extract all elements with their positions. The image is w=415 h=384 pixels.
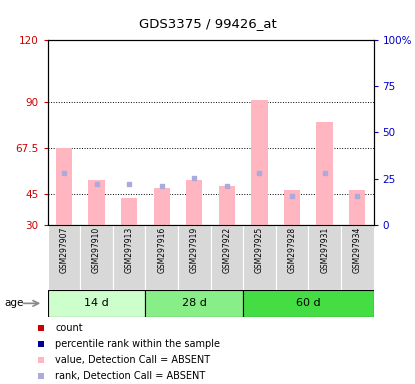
Bar xyxy=(146,290,243,317)
Bar xyxy=(317,122,333,225)
Bar xyxy=(81,225,113,290)
Bar xyxy=(308,225,341,290)
Bar xyxy=(349,190,365,225)
Bar xyxy=(251,100,268,225)
Bar xyxy=(243,225,276,290)
Text: GSM297913: GSM297913 xyxy=(124,227,134,273)
Bar xyxy=(186,180,203,225)
Bar xyxy=(243,290,374,317)
Text: percentile rank within the sample: percentile rank within the sample xyxy=(55,339,220,349)
Text: GSM297925: GSM297925 xyxy=(255,227,264,273)
Bar xyxy=(284,190,300,225)
Text: GSM297931: GSM297931 xyxy=(320,227,329,273)
Text: GDS3375 / 99426_at: GDS3375 / 99426_at xyxy=(139,17,276,30)
Bar xyxy=(211,225,243,290)
Text: GSM297916: GSM297916 xyxy=(157,227,166,273)
Bar xyxy=(219,186,235,225)
Bar xyxy=(56,148,72,225)
Text: value, Detection Call = ABSENT: value, Detection Call = ABSENT xyxy=(55,355,210,365)
Bar xyxy=(113,225,146,290)
Bar xyxy=(121,198,137,225)
Text: GSM297907: GSM297907 xyxy=(59,227,68,273)
Text: GSM297910: GSM297910 xyxy=(92,227,101,273)
Bar xyxy=(154,188,170,225)
Text: 14 d: 14 d xyxy=(84,298,109,308)
Text: age: age xyxy=(4,298,24,308)
Text: GSM297919: GSM297919 xyxy=(190,227,199,273)
Bar xyxy=(146,225,178,290)
Bar xyxy=(276,225,308,290)
Bar xyxy=(48,225,81,290)
Bar xyxy=(178,225,211,290)
Text: count: count xyxy=(55,323,83,333)
Bar xyxy=(88,180,105,225)
Bar xyxy=(341,225,374,290)
Text: rank, Detection Call = ABSENT: rank, Detection Call = ABSENT xyxy=(55,371,205,381)
Text: GSM297922: GSM297922 xyxy=(222,227,232,273)
Bar xyxy=(48,290,146,317)
Text: GSM297928: GSM297928 xyxy=(288,227,297,273)
Text: 60 d: 60 d xyxy=(296,298,321,308)
Text: 28 d: 28 d xyxy=(182,298,207,308)
Text: GSM297934: GSM297934 xyxy=(353,227,362,273)
